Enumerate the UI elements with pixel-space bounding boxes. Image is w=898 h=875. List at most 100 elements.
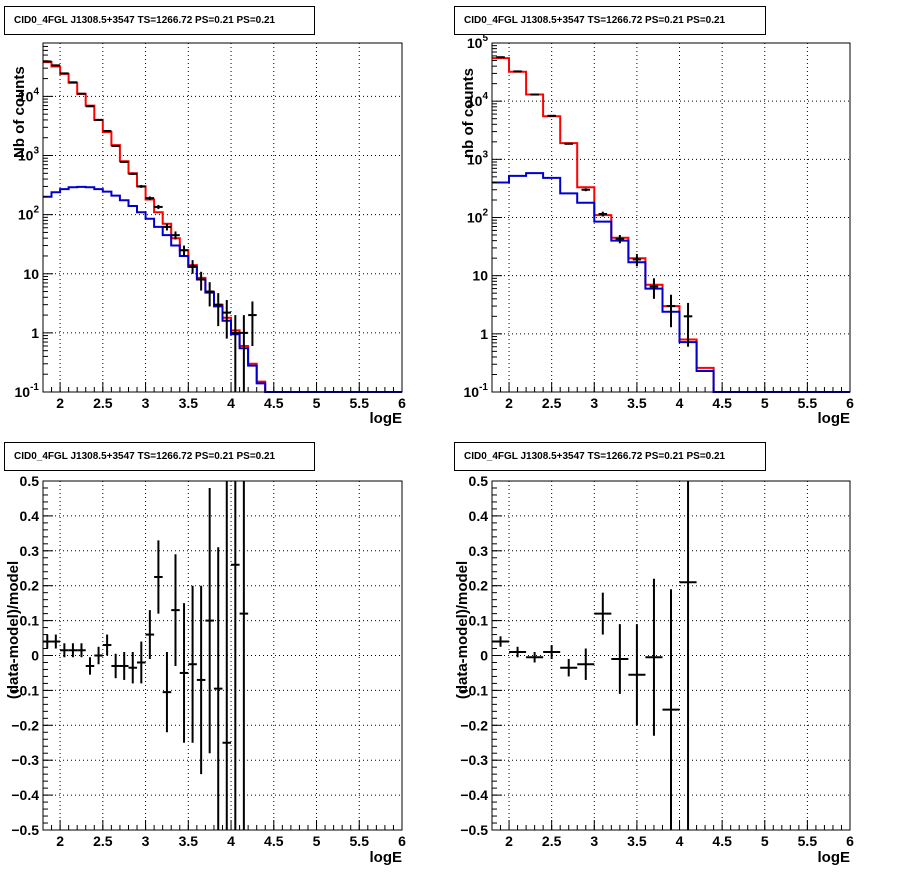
chart-title: CID0_4FGL J1308.5+3547 TS=1266.72 PS=0.2… — [454, 442, 766, 471]
y-tick-label: 104 — [18, 86, 40, 104]
x-axis-label: logE — [818, 410, 851, 427]
y-tick-label: 0.1 — [20, 613, 40, 629]
data-point — [615, 235, 625, 244]
data-point — [60, 72, 69, 75]
data-point — [154, 204, 163, 210]
y-tick-label: −0.3 — [11, 752, 39, 768]
y-tick-label: 0.1 — [469, 613, 489, 629]
plot-frame — [42, 480, 403, 831]
x-tick-label: 3.5 — [179, 833, 199, 849]
data-point — [598, 211, 608, 217]
y-tick-label: 1 — [480, 326, 488, 342]
y-tick-labels: 10-1 1 10 102 103 104 — [15, 86, 40, 400]
data-point — [68, 81, 78, 84]
y-tick-label: −0.5 — [460, 822, 488, 838]
data-point — [188, 260, 197, 274]
data-point — [222, 481, 232, 830]
x-tick-label: 3.5 — [179, 395, 199, 411]
y-tick-label: 0 — [480, 648, 488, 664]
x-tick-label: 3 — [142, 833, 150, 849]
data-point — [205, 487, 214, 754]
data-point — [594, 592, 612, 635]
data-point — [222, 299, 232, 339]
y-tick-label: 103 — [18, 146, 40, 164]
y-tick-label: −0.1 — [460, 682, 488, 698]
x-tick-label: 4 — [227, 833, 235, 849]
y-tick-label: −0.2 — [11, 717, 39, 733]
x-tick-label: 6 — [398, 833, 406, 849]
data-point — [94, 646, 103, 665]
x-tick-label: 5.5 — [350, 395, 370, 411]
y-tick-label: 1 — [31, 325, 39, 341]
y-tick-label: 0.4 — [469, 508, 489, 524]
y-axis-label: Nb of counts — [11, 66, 28, 158]
data-point — [213, 547, 223, 830]
x-tick-label: 2.5 — [542, 833, 562, 849]
data-point — [188, 585, 197, 743]
y-tick-labels: −0.5 −0.4 −0.3 −0.2 −0.1 0 0.1 0.2 0.3 0.4 0.5 — [460, 473, 488, 838]
y-tick-label: 104 — [467, 91, 489, 109]
data-point — [662, 589, 680, 830]
x-tick-label: 3 — [590, 833, 598, 849]
y-tick-label: 0.2 — [20, 578, 40, 594]
chart-residuals-left: 2 2.5 3 3.5 4 4.5 5 5.5 6 −0.5 −0.4 −0.3 −0.2 −0.1 0 0… — [5, 473, 406, 866]
x-tick-label: 6 — [846, 833, 854, 849]
x-axis-label: logE — [818, 849, 851, 866]
x-tick-label: 3 — [142, 395, 150, 411]
y-tick-label: 102 — [18, 205, 40, 223]
y-tick-label: 0 — [31, 648, 39, 664]
y-tick-label: 0.5 — [469, 473, 489, 489]
x-tick-label: 4 — [227, 395, 235, 411]
x-tick-label: 2.5 — [542, 395, 562, 411]
data-point — [77, 643, 86, 658]
y-tick-label: −0.1 — [11, 682, 39, 698]
x-tick-label: 5.5 — [350, 833, 370, 849]
y-tick-label: 10 — [23, 266, 39, 282]
x-tick-label: 2 — [505, 395, 513, 411]
data-point — [102, 129, 112, 132]
data-point — [171, 554, 180, 666]
data-point — [666, 294, 676, 328]
data-point — [137, 641, 146, 684]
x-tick-label: 3 — [590, 395, 598, 411]
data-point — [564, 142, 573, 145]
data-point — [543, 645, 561, 659]
y-tick-label: 102 — [467, 208, 489, 226]
x-tick-label: 3.5 — [627, 833, 647, 849]
data-point — [611, 624, 629, 694]
data-point — [128, 172, 138, 175]
data-point — [547, 114, 556, 117]
chart-residuals-right: 2 2.5 3 3.5 4 4.5 5 5.5 6 −0.5 −0.4 −0.3 −0.2 −0.1 0 0… — [454, 473, 854, 866]
chart-title: CID0_4FGL J1308.5+3547 TS=1266.72 PS=0.2… — [454, 6, 766, 35]
data-point — [119, 652, 129, 680]
x-tick-label: 2 — [505, 833, 513, 849]
x-tick-label: 5 — [313, 833, 321, 849]
y-tick-label: −0.2 — [460, 717, 488, 733]
x-tick-label: 2.5 — [93, 395, 113, 411]
y-tick-label: 10-1 — [464, 382, 489, 400]
x-tick-label: 6 — [846, 395, 854, 411]
y-tick-labels: 10-1 1 10 102 103 104 105 — [464, 33, 489, 400]
data-point — [628, 624, 646, 726]
data-point — [577, 648, 595, 680]
x-tick-labels: 2 2.5 3 3.5 4 4.5 5 5.5 6 — [505, 833, 854, 849]
x-tick-label: 5 — [313, 395, 321, 411]
x-tick-label: 4 — [676, 833, 684, 849]
data-point — [171, 231, 180, 240]
x-tick-label: 5 — [761, 395, 769, 411]
plot-frame — [491, 480, 851, 831]
data-point — [196, 271, 206, 291]
data-point — [632, 254, 642, 267]
x-tick-labels: 2 2.5 3 3.5 4 4.5 5 5.5 6 — [56, 395, 406, 411]
x-tick-label: 2 — [56, 395, 64, 411]
y-tick-label: 105 — [467, 33, 489, 51]
x-axis-label: logE — [370, 849, 403, 866]
x-tick-label: 6 — [398, 395, 406, 411]
y-axis-label: nb of counts — [460, 68, 477, 158]
plot-frame — [42, 42, 403, 393]
x-tick-labels: 2 2.5 3 3.5 4 4.5 5 5.5 6 — [505, 395, 854, 411]
y-tick-label: −0.4 — [460, 787, 488, 803]
data-point — [145, 196, 155, 200]
y-tick-label: 10-1 — [15, 382, 40, 400]
